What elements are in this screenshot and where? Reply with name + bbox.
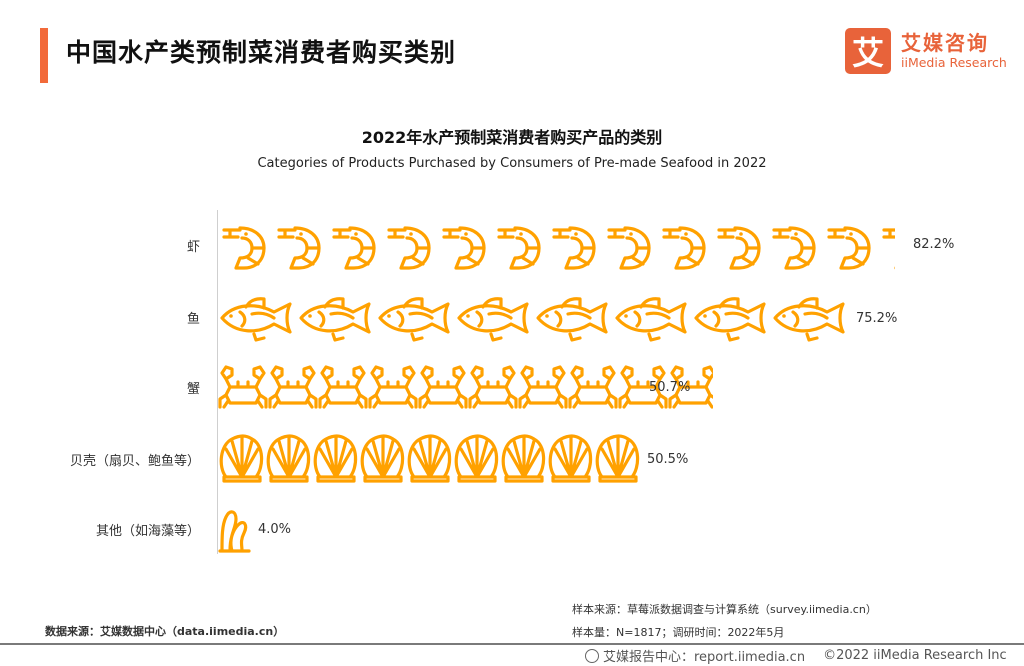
copyright: ©2022 iiMedia Research Inc (823, 648, 1007, 663)
y-axis-line (217, 210, 218, 554)
fish-icon (536, 297, 608, 342)
shell-icon (266, 434, 311, 483)
row-label-shell: 贝壳（扇贝、鲍鱼等） (69, 454, 200, 469)
row-label-other: 其他（如海藻等） (95, 524, 200, 539)
fish-bar (218, 294, 848, 342)
crab-icon (268, 365, 318, 409)
fish-icon (378, 297, 450, 342)
crab-icon (668, 365, 713, 409)
crab-bar (218, 365, 713, 409)
sample-source: 样本来源：草莓派数据调查与计算系统（survey.iimedia.cn） (572, 603, 877, 616)
data-source: 数据来源：艾媒数据中心（data.iimedia.cn） (45, 625, 285, 638)
footer-divider (0, 643, 1024, 645)
shrimp-icon (882, 228, 895, 270)
fish-icon (773, 297, 845, 342)
shrimp-icon (497, 226, 541, 270)
shrimp-icon (387, 226, 431, 270)
value-shrimp: 82.2% (913, 237, 955, 252)
value-shell: 50.5% (647, 452, 689, 467)
shrimp-icon (607, 226, 651, 270)
shell-icon (548, 434, 593, 483)
shrimp-icon (552, 226, 596, 270)
shell-icon (407, 434, 452, 483)
shell-icon (454, 434, 499, 483)
title-accent-bar (40, 28, 48, 83)
seaweed-icon (218, 510, 251, 553)
logo-cn-text: 艾媒咨询 (901, 31, 989, 55)
value-fish: 75.2% (856, 311, 898, 326)
shrimp-icon (662, 226, 706, 270)
crab-icon (418, 365, 468, 409)
fish-icon (615, 297, 687, 342)
logo-en-text: iiMedia Research (901, 55, 1007, 70)
shrimp-icon (332, 226, 376, 270)
shrimp-icon (277, 226, 321, 270)
report-center-link[interactable]: 艾媒报告中心：report.iimedia.cn (603, 650, 806, 665)
value-crab: 50.7% (649, 380, 691, 395)
seaweed-bar (218, 507, 251, 553)
shell-icon (219, 434, 264, 483)
globe-icon (585, 648, 599, 663)
crab-icon (518, 365, 568, 409)
shell-icon (501, 434, 546, 483)
fish-icon (220, 297, 292, 342)
row-label-shrimp: 虾 (186, 240, 200, 255)
footer-bottom: 艾媒报告中心：report.iimedia.cn ©2022 iiMedia R… (585, 646, 1007, 665)
crab-icon (568, 365, 618, 409)
logo-mark: 艾 (845, 28, 891, 74)
shrimp-icon (222, 226, 266, 270)
fish-icon (457, 297, 529, 342)
fish-icon (694, 297, 766, 342)
shrimp-icon (442, 226, 486, 270)
shrimp-icon (772, 226, 816, 270)
row-label-fish: 鱼 (186, 312, 200, 327)
crab-icon (368, 365, 418, 409)
shrimp-icon (717, 226, 761, 270)
chart-title: 2022年水产预制菜消费者购买产品的类别 (361, 128, 663, 147)
row-label-crab: 蟹 (186, 382, 200, 397)
page-title: 中国水产类预制菜消费者购买类别 (66, 38, 457, 67)
crab-icon (618, 365, 668, 409)
shrimp-icon (827, 226, 871, 270)
value-other: 4.0% (258, 522, 292, 537)
iimedia-logo: 艾 艾媒咨询 iiMedia Research (845, 28, 1007, 74)
shell-bar (218, 433, 640, 483)
shell-icon (313, 434, 358, 483)
fish-icon (299, 297, 371, 342)
sample-size: 样本量：N=1817；调研时间：2022年5月 (572, 626, 785, 639)
shell-icon (595, 434, 640, 483)
crab-icon (318, 365, 368, 409)
shell-icon (360, 434, 405, 483)
chart-subtitle: Categories of Products Purchased by Cons… (257, 156, 767, 171)
crab-icon (218, 365, 268, 409)
crab-icon (468, 365, 518, 409)
shrimp-bar (218, 222, 895, 272)
